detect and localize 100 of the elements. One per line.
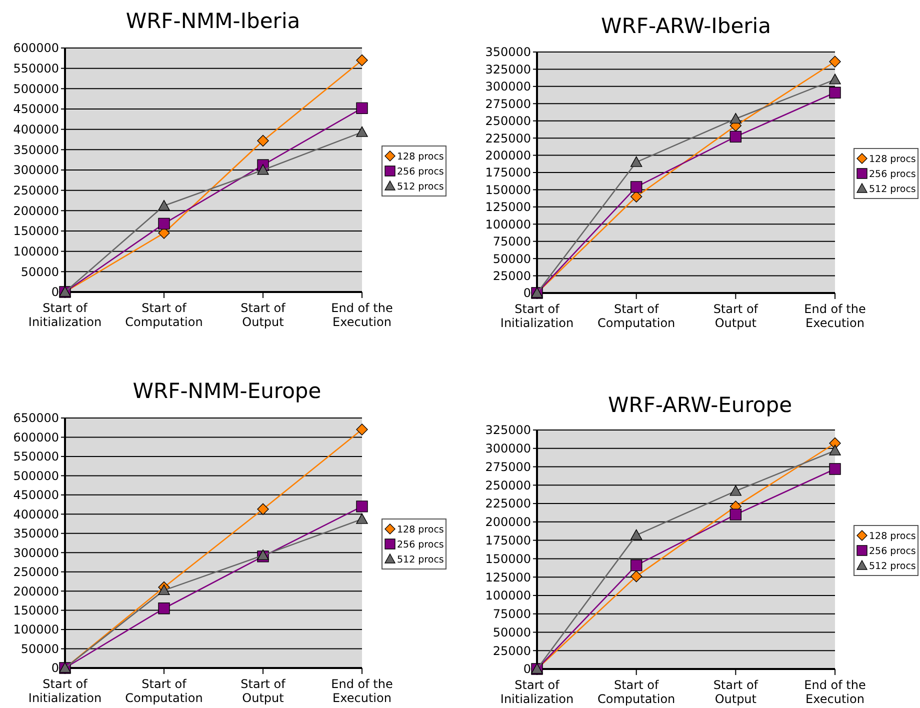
- point: [257, 503, 269, 516]
- y-tick-label: 450000: [13, 102, 59, 116]
- point: [158, 218, 170, 230]
- point: [356, 102, 368, 114]
- chart-title: WRF-NMM-Europe: [132, 379, 322, 403]
- point: [730, 485, 742, 496]
- y-tick-label: 350000: [13, 526, 59, 541]
- point: [829, 56, 841, 68]
- point: [158, 602, 170, 614]
- y-tick-label: 200000: [13, 204, 59, 218]
- point: [630, 529, 642, 540]
- point: [829, 463, 841, 475]
- y-tick-label: 500000: [13, 468, 59, 483]
- x-tick-label: Start of Output: [240, 677, 286, 705]
- point: [356, 54, 368, 66]
- y-tick-label: 650000: [13, 411, 59, 426]
- point: [829, 444, 841, 456]
- point: [630, 181, 642, 193]
- point: [730, 130, 742, 143]
- y-tick-label: 50000: [492, 252, 531, 266]
- y-tick-label: 150000: [485, 552, 531, 566]
- y-tick-label: 125000: [485, 570, 531, 584]
- point: [158, 584, 170, 596]
- y-tick-label: 350000: [485, 45, 531, 60]
- point: [630, 559, 642, 572]
- y-tick-label: 175000: [485, 534, 531, 548]
- y-tick-label: 150000: [485, 182, 531, 197]
- y-tick-label: 450000: [13, 488, 59, 502]
- y-tick-label: 300000: [13, 163, 59, 178]
- x-tick-label: Start of Initialization: [28, 301, 102, 329]
- x-tick-label: Start of Output: [713, 678, 759, 706]
- y-tick-label: 550000: [13, 450, 59, 464]
- y-tick-label: 300000: [485, 442, 531, 456]
- legend-label: 512 procs: [869, 560, 916, 572]
- x-tick-label: End of the Execution: [331, 677, 393, 705]
- y-tick-label: 150000: [13, 224, 59, 238]
- point: [356, 126, 368, 137]
- y-tick-label: 0: [523, 662, 531, 676]
- x-tick-label: End of the Execution: [804, 302, 866, 330]
- y-tick-label: 0: [523, 286, 531, 300]
- legend-label: 512 procs: [397, 181, 444, 192]
- y-tick-label: 75000: [492, 607, 531, 622]
- y-tick-label: 200000: [485, 148, 531, 162]
- y-tick-label: 325000: [485, 62, 531, 76]
- y-tick-label: 200000: [485, 515, 531, 530]
- point: [257, 164, 269, 175]
- point: [630, 156, 642, 167]
- y-tick-label: 50000: [20, 642, 59, 656]
- x-tick-label: Start of Computation: [125, 301, 203, 329]
- y-tick-label: 600000: [13, 430, 59, 444]
- y-tick-label: 250000: [13, 565, 59, 580]
- point: [158, 200, 170, 211]
- y-tick-label: 100000: [485, 588, 531, 603]
- y-tick-label: 150000: [13, 604, 59, 618]
- y-tick-label: 400000: [13, 122, 59, 137]
- y-tick-label: 200000: [13, 584, 59, 598]
- y-tick-label: 275000: [485, 460, 531, 474]
- legend-label: 512 procs: [869, 184, 916, 195]
- point: [356, 500, 368, 512]
- legend-label: 256 procs: [869, 546, 916, 557]
- y-tick-label: 50000: [492, 625, 531, 640]
- x-tick-label: Start of Initialization: [500, 678, 574, 706]
- y-tick-label: 300000: [485, 80, 531, 94]
- x-tick-label: Start of Computation: [125, 677, 203, 705]
- y-tick-label: 100000: [13, 622, 59, 637]
- y-tick-label: 75000: [492, 234, 531, 249]
- x-tick-label: Start of Computation: [597, 302, 676, 330]
- x-tick-label: Start of Output: [713, 302, 759, 330]
- legend-label: 128 procs: [869, 530, 916, 542]
- chart-title: WRF-ARW-Iberia: [601, 14, 771, 38]
- y-tick-label: 25000: [492, 644, 531, 658]
- y-tick-label: 350000: [13, 142, 59, 157]
- legend-label: 256 procs: [397, 166, 444, 178]
- y-tick-label: 250000: [485, 114, 531, 128]
- x-tick-label: Start of Output: [240, 301, 286, 329]
- y-tick-label: 400000: [13, 507, 59, 522]
- y-tick-label: 550000: [13, 62, 59, 76]
- y-tick-label: 225000: [485, 131, 531, 146]
- y-tick-label: 0: [51, 285, 59, 300]
- legend-label: 128 procs: [869, 154, 916, 165]
- y-tick-label: 100000: [485, 217, 531, 232]
- x-tick-label: End of the Execution: [331, 301, 393, 329]
- legend-label: 512 procs: [397, 554, 444, 566]
- chart-title: WRF-ARW-Europe: [608, 393, 792, 417]
- y-tick-label: 0: [51, 661, 59, 676]
- point: [257, 134, 269, 147]
- x-tick-label: Start of Initialization: [28, 677, 102, 705]
- point: [630, 570, 642, 582]
- y-tick-label: 600000: [13, 41, 59, 56]
- y-tick-label: 225000: [485, 496, 531, 511]
- point: [730, 508, 742, 520]
- y-tick-label: 25000: [492, 268, 531, 283]
- y-tick-label: 50000: [20, 264, 59, 279]
- y-tick-label: 300000: [13, 546, 59, 560]
- legend-label: 256 procs: [397, 539, 444, 550]
- y-tick-label: 250000: [13, 184, 59, 198]
- y-tick-label: 250000: [485, 478, 531, 492]
- y-tick-label: 325000: [485, 423, 531, 438]
- x-tick-label: End of the Execution: [804, 678, 866, 706]
- y-tick-label: 125000: [485, 200, 531, 214]
